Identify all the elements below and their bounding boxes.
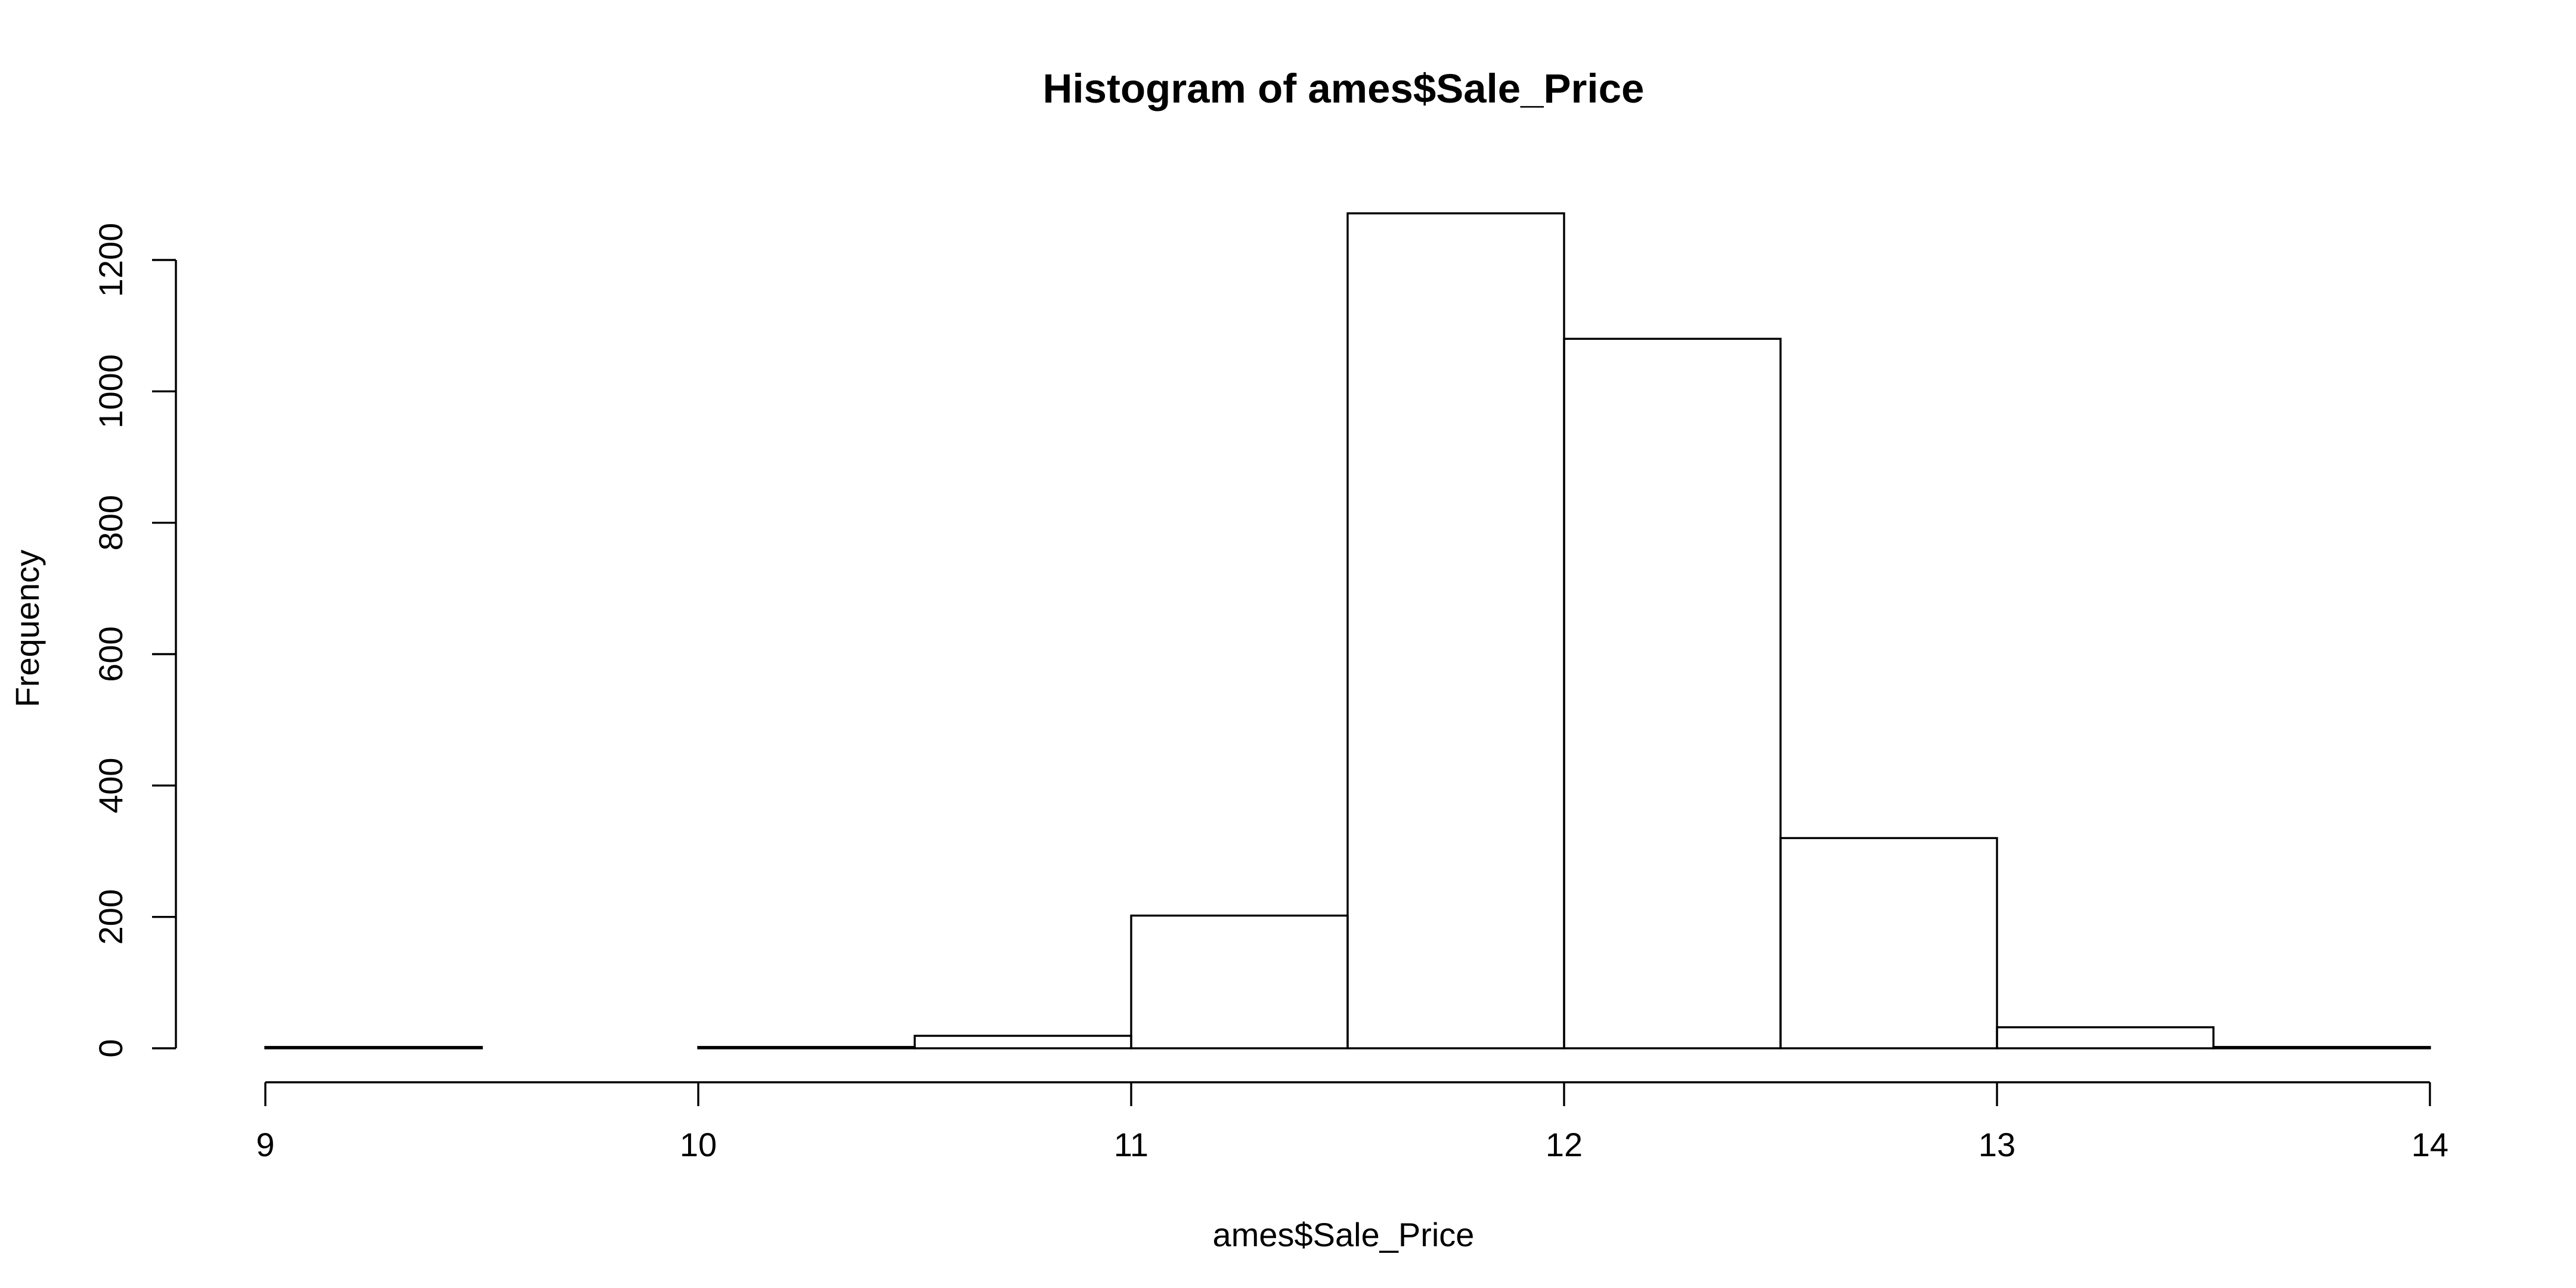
histogram-bar-4: [1130, 914, 1349, 1049]
histogram-bar-5: [1346, 212, 1565, 1049]
y-axis: 0 200 400 600 800 1000 1200: [92, 223, 177, 1058]
histogram-bar-7: [1779, 837, 1998, 1049]
y-tick-label-0: 0: [92, 1039, 129, 1057]
histogram-bar-2: [697, 1046, 916, 1049]
histogram-bar-8: [1996, 1026, 2215, 1049]
y-tick-label-2: 400: [92, 758, 129, 813]
x-tick-label-0: 9: [256, 1126, 274, 1163]
x-tick-label-1: 10: [680, 1126, 717, 1163]
histogram-bars: [264, 212, 2431, 1049]
y-axis-label: Frequency: [8, 550, 46, 708]
histogram-bar-9: [2212, 1046, 2431, 1049]
x-tick-label-3: 12: [1546, 1126, 1583, 1163]
chart-title: Histogram of ames$Sale_Price: [1043, 66, 1645, 112]
y-tick-label-5: 1000: [92, 354, 129, 429]
x-tick-label-2: 11: [1114, 1126, 1148, 1163]
y-tick-label-4: 800: [92, 495, 129, 550]
x-axis: 9 10 11 12 13 14: [256, 1081, 2448, 1163]
x-tick-label-5: 14: [2411, 1126, 2448, 1163]
histogram-bar-6: [1563, 338, 1782, 1049]
histogram-bar-0: [264, 1046, 483, 1049]
x-axis-label: ames$Sale_Price: [1213, 1216, 1475, 1253]
x-tick-label-4: 13: [1979, 1126, 2015, 1163]
y-tick-label-3: 600: [92, 626, 129, 682]
y-tick-label-6: 1200: [92, 223, 129, 298]
y-tick-label-1: 200: [92, 889, 129, 945]
histogram-bar-3: [914, 1035, 1132, 1049]
